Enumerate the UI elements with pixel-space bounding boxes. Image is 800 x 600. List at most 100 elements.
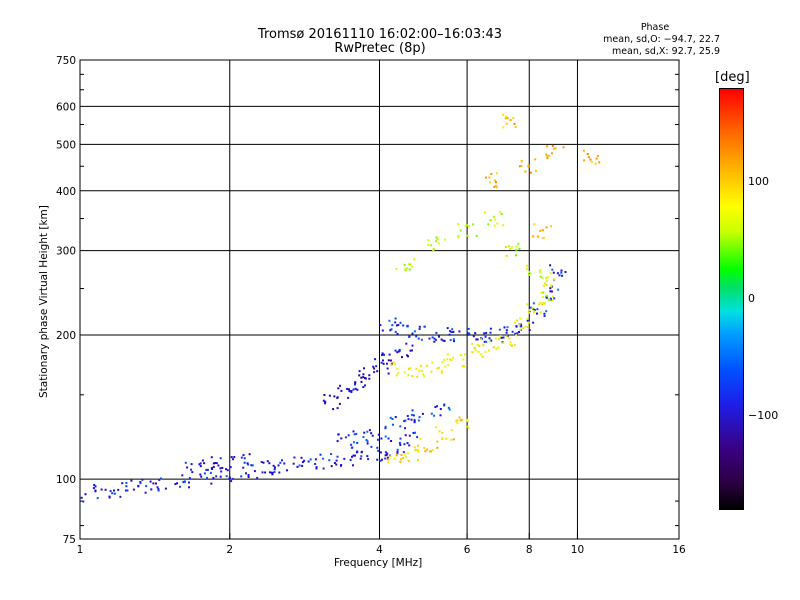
echo-point xyxy=(472,335,475,338)
echo-point xyxy=(534,158,537,161)
echo-point xyxy=(411,413,413,416)
echo-point xyxy=(386,458,389,461)
echo-point xyxy=(346,388,349,390)
echo-point xyxy=(174,483,177,486)
echo-point xyxy=(529,272,532,275)
echo-point xyxy=(362,376,365,379)
echo-point xyxy=(364,377,367,380)
echo-point xyxy=(407,459,410,462)
echo-point xyxy=(248,453,251,456)
echo-point xyxy=(176,482,178,485)
echo-point xyxy=(485,176,487,179)
echo-point xyxy=(473,347,476,349)
echo-point xyxy=(382,359,384,362)
echo-point xyxy=(494,218,497,221)
echo-point xyxy=(198,463,201,466)
echo-point xyxy=(219,467,222,470)
echo-point xyxy=(338,402,341,405)
echo-point xyxy=(505,335,508,338)
echo-point xyxy=(495,348,498,351)
echo-point xyxy=(392,361,395,364)
echo-point xyxy=(457,236,460,239)
echo-point xyxy=(350,391,353,393)
echo-point xyxy=(402,451,405,454)
echo-point xyxy=(408,335,411,338)
echo-point xyxy=(554,147,557,150)
echo-point xyxy=(488,340,491,343)
echo-point xyxy=(382,362,385,365)
echo-point xyxy=(418,328,421,330)
y-tick-label: 600 xyxy=(56,101,76,113)
echo-point xyxy=(394,317,397,320)
echo-point xyxy=(182,481,185,484)
echo-point xyxy=(94,485,97,488)
echo-point xyxy=(476,343,479,346)
echo-point xyxy=(447,364,450,367)
echo-point xyxy=(506,334,509,337)
echo-point xyxy=(399,425,402,428)
echo-point xyxy=(247,476,250,478)
echo-point xyxy=(452,330,455,333)
echo-point xyxy=(532,321,535,324)
echo-point xyxy=(423,325,426,328)
echo-point xyxy=(384,425,387,428)
echo-point xyxy=(125,489,127,492)
echo-point xyxy=(468,332,471,335)
echo-point xyxy=(352,430,355,433)
echo-point xyxy=(489,181,491,184)
echo-point xyxy=(374,358,377,361)
echo-point xyxy=(266,460,269,463)
echo-point xyxy=(399,460,402,463)
echo-point xyxy=(396,351,399,354)
echo-point xyxy=(292,462,295,465)
echo-point xyxy=(109,490,112,493)
echo-point xyxy=(533,309,536,311)
echo-point xyxy=(437,366,440,369)
echo-point xyxy=(324,402,327,405)
echo-point xyxy=(564,271,567,273)
echo-point xyxy=(368,377,371,380)
echo-point xyxy=(330,465,333,468)
echo-point xyxy=(409,263,412,266)
echo-point xyxy=(526,303,529,306)
echo-point xyxy=(505,254,508,257)
echo-point xyxy=(482,344,485,347)
echo-point xyxy=(539,269,542,272)
echo-point xyxy=(456,422,459,425)
echo-point xyxy=(150,488,153,491)
echo-point xyxy=(538,303,541,306)
echo-point xyxy=(432,249,435,252)
echo-point xyxy=(393,363,396,366)
echo-point xyxy=(545,284,548,286)
echo-point xyxy=(157,489,160,492)
echo-point xyxy=(438,430,441,433)
echo-point xyxy=(533,310,535,313)
echo-point xyxy=(480,353,483,356)
phase-stats-x-mode: mean, sd,X: 92.7, 25.9 xyxy=(611,46,720,57)
echo-point xyxy=(416,375,419,378)
echo-point xyxy=(230,480,233,483)
echo-point xyxy=(474,349,477,352)
echo-point xyxy=(268,471,271,474)
echo-point xyxy=(404,419,407,422)
echo-point xyxy=(394,349,397,352)
echo-point xyxy=(344,436,347,439)
echo-point xyxy=(406,452,409,455)
echo-point xyxy=(431,361,434,364)
echo-point xyxy=(368,374,371,377)
echo-point xyxy=(384,457,387,460)
echo-point xyxy=(514,344,516,347)
echo-point xyxy=(395,324,398,327)
echo-point xyxy=(436,367,439,370)
echo-point xyxy=(467,426,470,429)
echo-point xyxy=(509,341,512,344)
echo-point xyxy=(388,319,391,322)
echo-point xyxy=(539,271,542,274)
echo-point xyxy=(441,431,444,434)
echo-point xyxy=(520,160,523,163)
echo-point xyxy=(466,333,469,336)
echo-point xyxy=(407,263,410,266)
echo-point xyxy=(309,458,312,461)
echo-point xyxy=(323,394,326,396)
echo-point xyxy=(449,339,452,341)
